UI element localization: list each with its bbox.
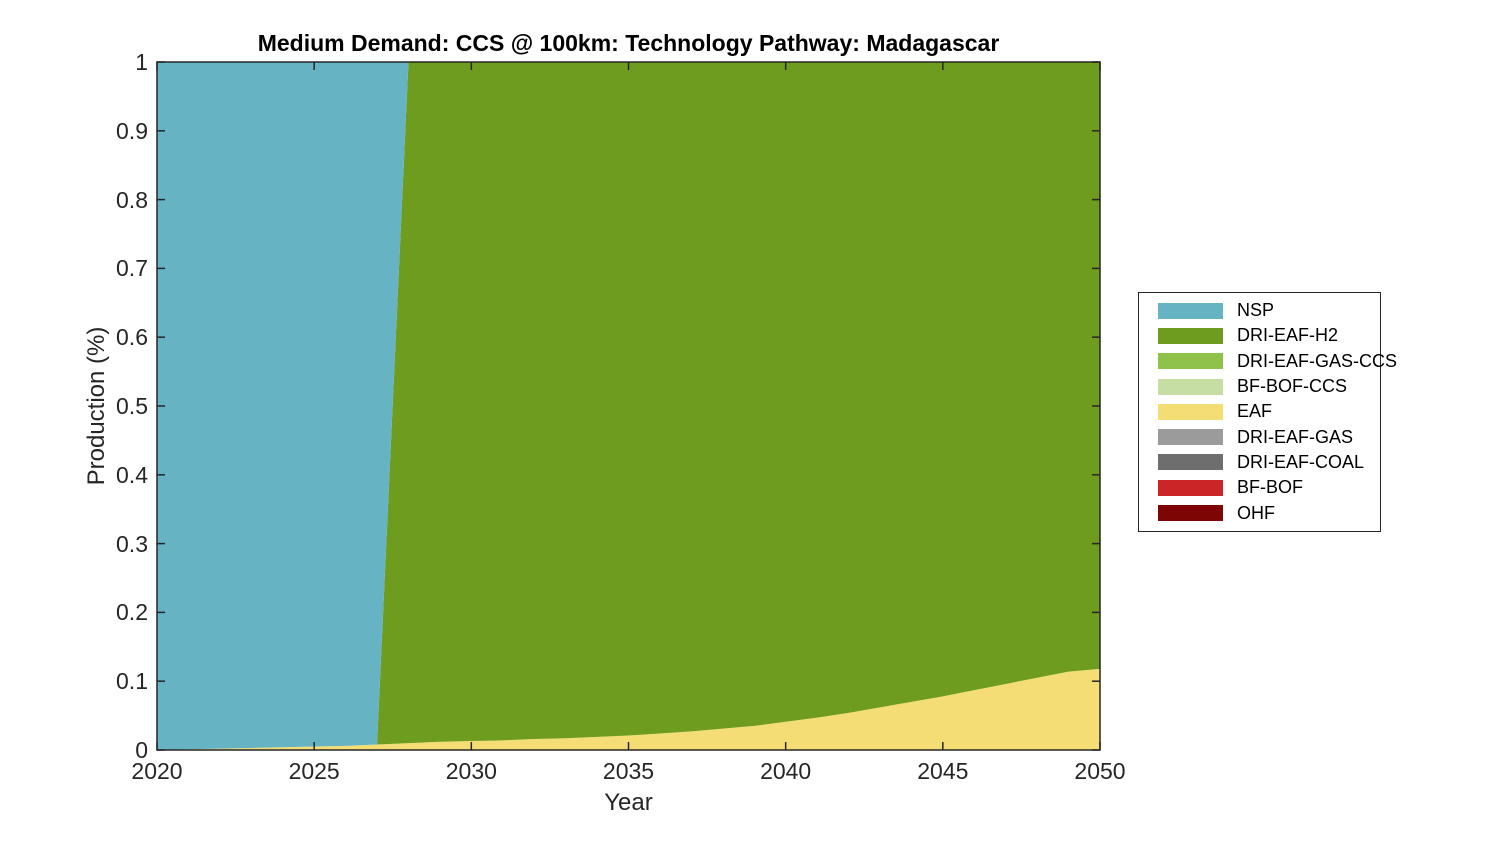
legend-label: DRI-EAF-COAL <box>1237 451 1365 472</box>
area-series-dri-eaf-h2 <box>157 62 1100 750</box>
legend-label: DRI-EAF-GAS <box>1237 426 1354 447</box>
axes-box <box>156 61 1101 751</box>
x-tick-label: 2030 <box>445 758 497 784</box>
y-tick-label: 0.5 <box>116 393 148 419</box>
stacked-area-fills <box>157 62 1100 750</box>
chart-title: Medium Demand: CCS @ 100km: Technology P… <box>257 30 1000 56</box>
x-tick-label: 2020 <box>131 758 183 784</box>
legend: NSP DRI-EAF-H2 DRI-EAF-GAS-CCS BF-BOF-CCS EA… <box>1138 292 1397 532</box>
legend-swatch-icon <box>1158 327 1223 344</box>
x-tick-label: 2040 <box>760 758 812 784</box>
legend-swatch-icon <box>1158 429 1223 446</box>
y-tick-label: 0.9 <box>116 117 148 144</box>
legend-swatch-icon <box>1158 454 1223 471</box>
y-tick-label: 0.6 <box>116 324 148 351</box>
legend-label: NSP <box>1237 300 1275 321</box>
x-tick-label: 2050 <box>1074 758 1126 784</box>
legend-item-dri-eaf-gas: DRI-EAF-GAS <box>1139 424 1380 449</box>
legend-swatch-icon <box>1158 505 1223 522</box>
legend-label: BF-BOF <box>1237 477 1303 498</box>
x-tick-label: 2025 <box>288 758 340 784</box>
legend-swatch-icon <box>1158 302 1223 319</box>
legend-item-dri-eaf-gas-ccs: DRI-EAF-GAS-CCS <box>1139 349 1397 374</box>
area-series-eaf <box>157 668 1100 750</box>
y-tick-label: 0.1 <box>116 668 148 695</box>
x-tick-label: 2035 <box>602 758 655 784</box>
y-axis-label: Production (%) <box>83 326 110 486</box>
legend-item-dri-eaf-h2: DRI-EAF-H2 <box>1139 323 1380 348</box>
y-tick-label: 0.3 <box>116 530 148 557</box>
legend-swatch-icon <box>1158 378 1223 395</box>
x-axis-label: Year <box>604 789 653 816</box>
y-tick-label: 0.4 <box>116 461 148 488</box>
legend-item-ohf: OHF <box>1139 500 1380 525</box>
area-series-nsp <box>157 62 1100 750</box>
y-tick-label: 0.8 <box>116 186 148 213</box>
y-tick-label: 0.2 <box>116 599 148 626</box>
x-tick-label: 2045 <box>917 758 969 784</box>
legend-swatch-icon <box>1158 403 1223 420</box>
legend-swatch-icon <box>1158 353 1223 370</box>
legend-item-bf-bof-ccs: BF-BOF-CCS <box>1139 374 1380 399</box>
legend-item-bf-bof: BF-BOF <box>1139 475 1380 500</box>
legend-label: DRI-EAF-H2 <box>1237 325 1339 346</box>
y-tick-label: 1 <box>135 49 148 75</box>
legend-label: OHF <box>1237 502 1275 523</box>
legend-label: EAF <box>1237 401 1273 422</box>
y-tick-label: 0 <box>135 737 148 763</box>
y-tick-label: 0.7 <box>116 255 148 282</box>
legend-label: BF-BOF-CCS <box>1237 376 1347 397</box>
legend-swatch-icon <box>1158 479 1223 496</box>
legend-item-eaf: EAF <box>1139 399 1380 424</box>
legend-label: DRI-EAF-GAS-CCS <box>1237 350 1398 371</box>
legend-item-dri-eaf-coal: DRI-EAF-COAL <box>1139 450 1380 475</box>
legend-item-nsp: NSP <box>1139 298 1380 323</box>
